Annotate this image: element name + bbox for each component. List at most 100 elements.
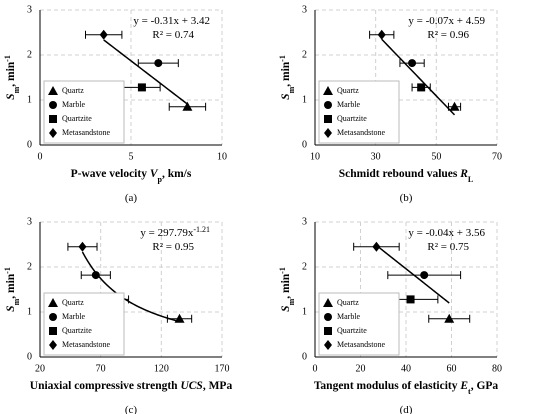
y-tick-label: 3	[27, 216, 32, 227]
legend-marker	[324, 101, 332, 109]
panel: 0 1 2 3 20 70 120 170 Uniaxial compressive stren…	[3, 216, 233, 414]
trend-line	[103, 39, 188, 105]
y-axis-label: Sm, min-1	[278, 55, 296, 100]
legend-label: Quartzite	[62, 326, 92, 335]
x-axis-label: Uniaxial compressive strength UCS, MPa	[30, 380, 233, 392]
y-tick-label: 2	[27, 261, 32, 272]
legend-label: Marble	[337, 312, 361, 321]
label-part: m	[287, 86, 296, 93]
r-squared: R² = 0.74	[152, 29, 194, 41]
panel-label: (d)	[400, 404, 413, 414]
legend-marker	[324, 128, 332, 138]
marker	[417, 83, 426, 92]
y-axis-label: Sm, min-1	[3, 55, 21, 100]
legend-marker	[49, 340, 57, 350]
label-part: m	[287, 298, 296, 305]
x-axis-label: P-wave velocity Vp, km/s	[71, 168, 192, 184]
legend-label: Marble	[62, 100, 86, 109]
trend-equation: y = -0.04x + 3.56	[408, 227, 485, 239]
legend-label: Metasandstone	[337, 340, 385, 349]
marker	[406, 295, 415, 304]
legend-marker	[324, 115, 332, 123]
label-part: -1.21	[193, 225, 210, 234]
label-part: R	[459, 168, 468, 180]
legend-box	[318, 80, 400, 144]
label-part: , km/s	[162, 168, 192, 180]
trend-equation: y = 297.79x-1.21	[140, 225, 210, 240]
x-tick-label: 80	[492, 363, 502, 374]
label-part: , GPa	[471, 380, 499, 392]
legend-label: Quartz	[337, 298, 359, 307]
legend-label: Metasandstone	[62, 128, 110, 137]
legend-marker	[49, 313, 57, 321]
legend-label: Marble	[337, 100, 361, 109]
legend-marker	[49, 101, 57, 109]
legend-marker	[49, 327, 57, 335]
label-part: , min	[5, 273, 17, 299]
y-tick-label: 2	[27, 49, 32, 60]
marker	[174, 313, 185, 323]
label-part: m	[12, 86, 21, 93]
x-axis-label: Tangent modulus of elasticity Et, GPa	[314, 380, 499, 396]
x-tick-label: 5	[129, 151, 134, 162]
legend-marker	[324, 327, 332, 335]
y-tick-label: 1	[302, 94, 307, 105]
y-tick-label: 2	[302, 261, 307, 272]
marker	[78, 241, 87, 252]
y-tick-label: 0	[27, 351, 32, 362]
x-tick-label: 10	[217, 151, 227, 162]
label-part: -1	[3, 55, 12, 62]
panel: 0 1 2 3 0 5 10 P-wave velocity Vp, km/s Sm, min-…	[3, 4, 228, 204]
legend-marker	[324, 313, 332, 321]
legend-label: Metasandstone	[62, 340, 110, 349]
trend-line	[375, 244, 450, 304]
label-part: P-wave velocity	[71, 168, 150, 180]
label-part: Schmidt rebound values	[339, 168, 461, 180]
label-part: p	[158, 175, 163, 184]
marker	[372, 241, 381, 252]
label-part: , min	[280, 273, 292, 299]
label-part: V	[150, 168, 159, 180]
label-part: m	[12, 298, 21, 305]
label-part: Uniaxial compressive strength	[30, 380, 181, 392]
legend-box	[43, 80, 125, 144]
legend-box	[43, 292, 125, 356]
x-tick-label: 60	[447, 363, 457, 374]
marker	[182, 101, 193, 111]
r-squared: R² = 0.95	[152, 241, 194, 253]
label-part: y = -0.04x + 3.56	[408, 227, 485, 239]
legend-marker	[49, 128, 57, 138]
x-tick-label: 40	[401, 363, 411, 374]
label-part: t	[468, 387, 471, 396]
label-part: -1	[278, 55, 287, 62]
label-part: y = -0.07x + 4.59	[408, 15, 485, 27]
marker	[99, 29, 108, 40]
marker	[154, 59, 163, 68]
panel-label: (b)	[400, 192, 413, 204]
x-tick-label: 20	[35, 363, 45, 374]
legend-marker	[49, 115, 57, 123]
label-part: E	[459, 380, 468, 392]
legend-label: Quartz	[62, 86, 84, 95]
label-part: , min	[5, 61, 17, 87]
legend-label: Quartz	[337, 86, 359, 95]
legend-label: Marble	[62, 312, 86, 321]
x-tick-label: 120	[154, 363, 169, 374]
y-axis-label: Sm, min-1	[278, 267, 296, 312]
x-tick-label: 10	[310, 151, 320, 162]
y-tick-label: 0	[302, 139, 307, 150]
trend-equation: y = -0.07x + 4.59	[408, 15, 485, 27]
y-tick-label: 3	[27, 4, 32, 15]
y-tick-label: 3	[302, 216, 307, 227]
legend-box	[318, 292, 400, 356]
label-part: Tangent modulus of elasticity	[314, 380, 461, 392]
panel: 0 1 2 3 0 20 40 60 80 Tangent modulus of elastici…	[278, 216, 503, 414]
label-part: y = -0.31x + 3.42	[133, 15, 210, 27]
legend-marker	[48, 298, 58, 307]
legend-marker	[324, 340, 332, 350]
label-part: y = 297.79x	[140, 227, 193, 239]
legend-label: Quartz	[62, 298, 84, 307]
panel: 0 1 2 3 10 30 50 70 Schmidt rebound values RL Sm,…	[278, 4, 503, 204]
legend-marker	[323, 298, 333, 307]
